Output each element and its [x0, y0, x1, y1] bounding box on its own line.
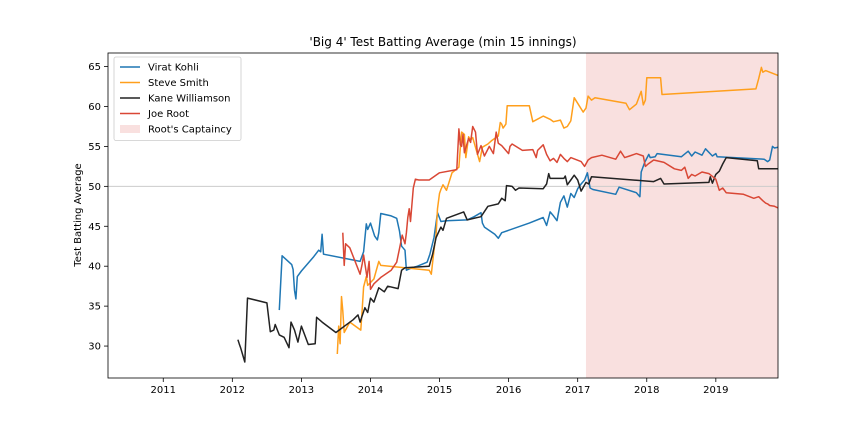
legend-label: Kane Williamson: [148, 94, 231, 105]
legend-label: Steve Smith: [148, 78, 209, 89]
x-tick-label: 2017: [565, 385, 590, 396]
legend: Virat Kohli Steve Smith Kane Williamson Joe…: [113, 56, 242, 141]
y-axis-title: Test Batting Average: [73, 163, 84, 267]
x-tick-label: 2019: [703, 385, 728, 396]
x-tick-label: 2016: [496, 385, 521, 396]
plot-area: 2011 2012 2013 2014 2015 2016 2017 2018 2019 30 35…: [88, 52, 779, 396]
y-tick-label: 45: [88, 222, 101, 233]
y-tick-label: 55: [88, 142, 101, 153]
x-tick-label: 2014: [358, 385, 383, 396]
legend-box: [113, 56, 242, 141]
x-tick-label: 2018: [634, 385, 659, 396]
chart-title: 'Big 4' Test Batting Average (min 15 inn…: [309, 35, 576, 49]
captaincy-region: [585, 53, 778, 378]
y-tick-label: 40: [88, 262, 101, 273]
y-tick-label: 30: [88, 342, 101, 353]
y-tick-label: 65: [88, 62, 101, 73]
series-line-joe-root: [342, 125, 778, 291]
plot-frame: [107, 52, 779, 379]
x-tick-label: 2012: [220, 385, 245, 396]
legend-swatch: [120, 125, 140, 133]
legend-label: Root's Captaincy: [148, 125, 232, 136]
plot-contents: [108, 53, 778, 378]
x-tick-label: 2015: [427, 385, 452, 396]
legend-label: Virat Kohli: [148, 63, 199, 74]
y-tick-label: 50: [88, 182, 101, 193]
series-line-kane-williamson: [237, 156, 778, 363]
x-tick-label: 2011: [151, 385, 176, 396]
x-tick-label: 2013: [289, 385, 314, 396]
series-line-virat-kohli: [278, 145, 778, 311]
y-tick-label: 60: [88, 102, 101, 113]
y-tick-label: 35: [88, 302, 101, 313]
series-line-steve-smith: [336, 66, 778, 355]
legend-label: Joe Root: [147, 109, 189, 120]
